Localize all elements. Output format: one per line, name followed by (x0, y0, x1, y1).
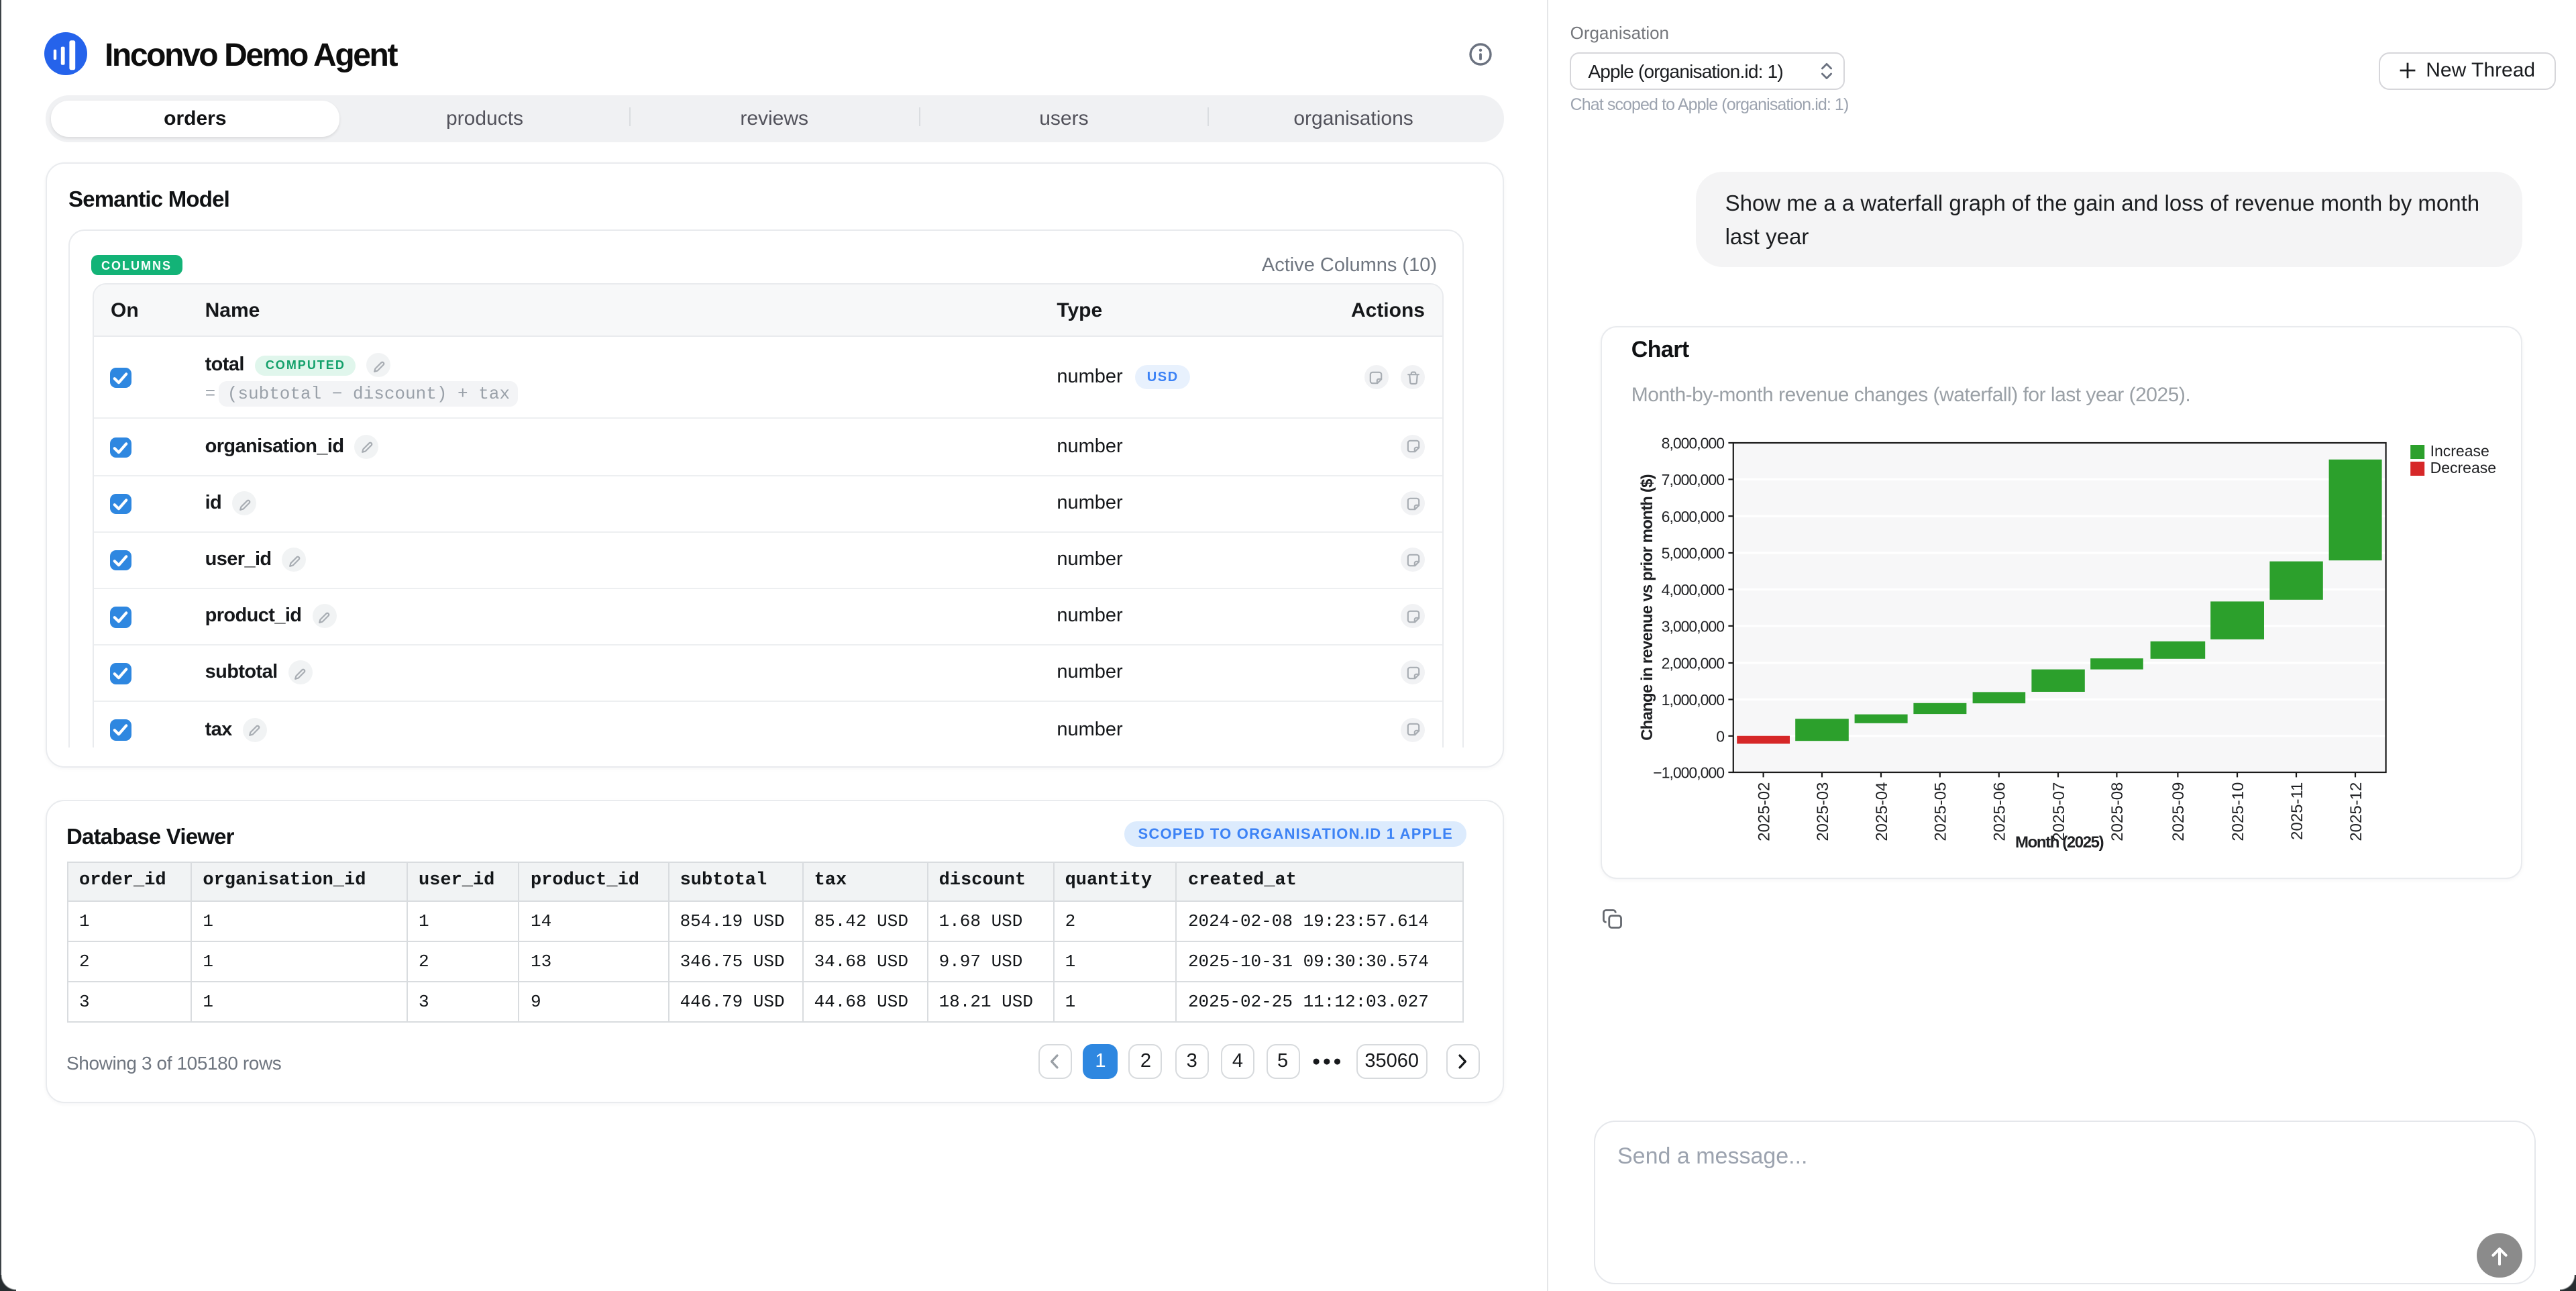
svg-text:Decrease: Decrease (2430, 459, 2496, 476)
svg-text:Increase: Increase (2430, 442, 2489, 460)
svg-text:Change in revenue vs prior mon: Change in revenue vs prior month ($) (1638, 474, 1656, 741)
svg-text:2025-04: 2025-04 (1873, 782, 1891, 841)
svg-text:2025-03: 2025-03 (1814, 782, 1832, 841)
svg-text:5,000,000: 5,000,000 (1662, 545, 1725, 562)
svg-text:4,000,000: 4,000,000 (1662, 581, 1725, 599)
svg-text:2025-05: 2025-05 (1932, 782, 1950, 841)
svg-text:6,000,000: 6,000,000 (1662, 508, 1725, 525)
svg-text:2025-11: 2025-11 (2288, 782, 2306, 840)
svg-text:2,000,000: 2,000,000 (1662, 655, 1725, 672)
svg-text:8,000,000: 8,000,000 (1662, 435, 1725, 452)
svg-text:2025-02: 2025-02 (1755, 782, 1773, 841)
svg-text:Month (2025): Month (2025) (2015, 833, 2104, 851)
svg-text:7,000,000: 7,000,000 (1662, 471, 1725, 488)
svg-text:2025-12: 2025-12 (2347, 782, 2365, 841)
svg-text:2025-07: 2025-07 (2050, 782, 2068, 841)
svg-text:2025-08: 2025-08 (2108, 782, 2127, 841)
svg-text:3,000,000: 3,000,000 (1662, 617, 1725, 635)
svg-text:0: 0 (1716, 727, 1724, 745)
svg-text:2025-09: 2025-09 (2169, 782, 2188, 841)
svg-text:2025-06: 2025-06 (1991, 782, 2009, 841)
svg-text:2025-10: 2025-10 (2229, 782, 2247, 841)
svg-text:1,000,000: 1,000,000 (1662, 691, 1725, 709)
svg-text:−1,000,000: −1,000,000 (1653, 764, 1724, 782)
